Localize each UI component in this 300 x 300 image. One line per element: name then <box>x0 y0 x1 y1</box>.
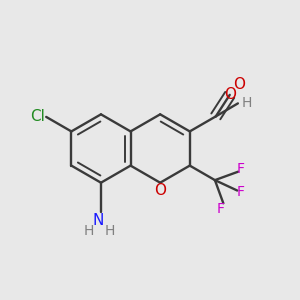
Text: H: H <box>105 224 115 238</box>
Text: F: F <box>216 202 224 216</box>
Text: O: O <box>154 183 166 198</box>
Text: F: F <box>237 162 245 176</box>
Text: H: H <box>242 96 252 110</box>
Text: O: O <box>224 87 236 102</box>
Text: F: F <box>236 185 244 199</box>
Text: N: N <box>92 213 104 228</box>
Text: O: O <box>233 77 245 92</box>
Text: Cl: Cl <box>30 110 45 124</box>
Text: H: H <box>83 224 94 238</box>
